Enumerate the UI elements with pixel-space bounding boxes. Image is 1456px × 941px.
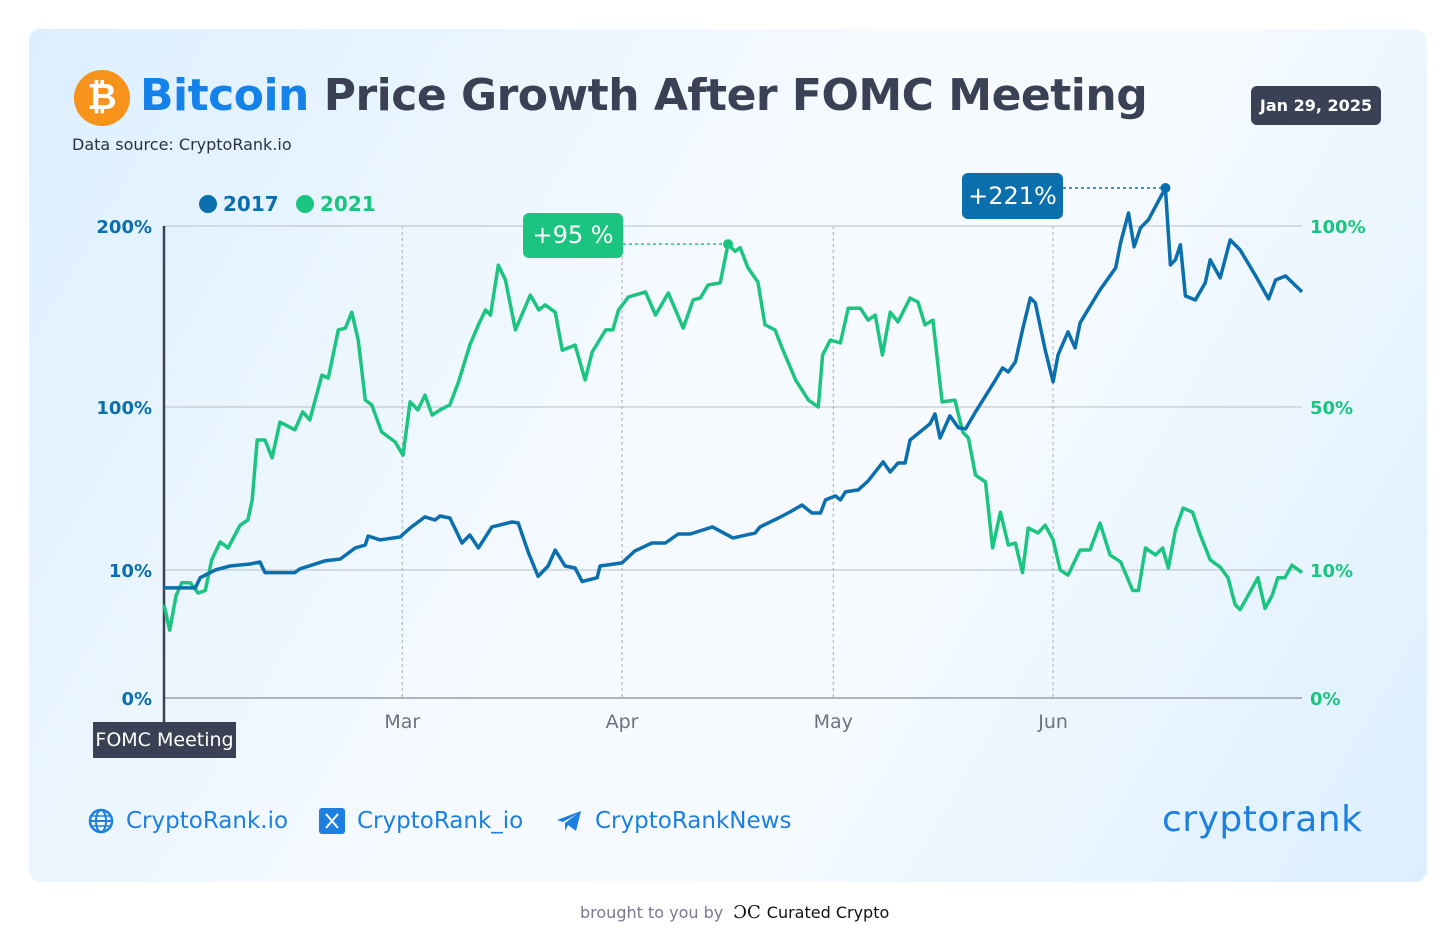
website-link[interactable]: CryptoRank.io	[88, 808, 288, 834]
series-line-2021	[162, 242, 1304, 632]
website-label: CryptoRank.io	[126, 808, 289, 834]
y-right-tick-label: 100%	[1310, 217, 1366, 238]
title-rest: Price Growth After FOMC Meeting	[323, 70, 1148, 121]
telegram-label: CryptoRankNews	[595, 808, 792, 834]
x-tick-label: Jun	[1037, 711, 1068, 733]
annotation-point-2017	[1160, 182, 1171, 193]
cryptorank-logo: cryptorank	[1162, 799, 1363, 840]
legend-dot-2021	[296, 195, 314, 213]
annotation-2021-peak: +95 %	[523, 213, 623, 258]
series-line-2017	[164, 186, 1304, 590]
sponsor[interactable]: ƆC Curated Crypto	[733, 902, 889, 923]
title-highlight: Bitcoin	[140, 70, 309, 121]
y-left-tick-label: 200%	[96, 217, 152, 238]
brought-by: brought to you by ƆC Curated Crypto	[580, 902, 889, 923]
y-left-tick-label: 10%	[109, 561, 152, 582]
legend-dot-2017	[199, 195, 217, 213]
legend-2021: 2021	[296, 192, 376, 216]
telegram-link[interactable]: CryptoRankNews	[555, 808, 791, 834]
annotation-point-2021	[723, 239, 734, 250]
y-right-tick-label: 10%	[1310, 561, 1353, 582]
infographic-card	[29, 29, 1427, 882]
twitter-link[interactable]: CryptoRank_io	[319, 808, 523, 834]
bitcoin-icon: ₿	[74, 70, 130, 126]
fomc-meeting-label: FOMC Meeting	[93, 722, 236, 758]
y-right-tick-label: 50%	[1310, 398, 1353, 419]
x-twitter-icon	[319, 808, 345, 834]
annotation-2017-peak: +221%	[962, 173, 1063, 219]
date-badge: Jan 29, 2025	[1251, 86, 1381, 125]
x-tick-label: May	[814, 711, 853, 733]
globe-icon	[88, 808, 114, 834]
page-title: Bitcoin Price Growth After FOMC Meeting	[140, 70, 1148, 121]
curated-crypto-logo-icon: ƆC	[733, 902, 761, 923]
x-tick-label: Apr	[606, 711, 639, 733]
legend-label: 2017	[223, 192, 279, 216]
legend-2017: 2017	[199, 192, 279, 216]
y-right-tick-label: 0%	[1310, 689, 1341, 710]
y-left-tick-label: 0%	[121, 689, 152, 710]
twitter-label: CryptoRank_io	[357, 808, 524, 834]
sponsor-label: Curated Crypto	[766, 903, 890, 922]
y-left-tick-label: 100%	[96, 398, 152, 419]
brought-by-label: brought to you by	[580, 903, 724, 922]
telegram-icon	[557, 811, 581, 831]
legend-label: 2021	[320, 192, 376, 216]
data-source: Data source: CryptoRank.io	[72, 135, 292, 154]
x-tick-label: Mar	[384, 711, 420, 733]
